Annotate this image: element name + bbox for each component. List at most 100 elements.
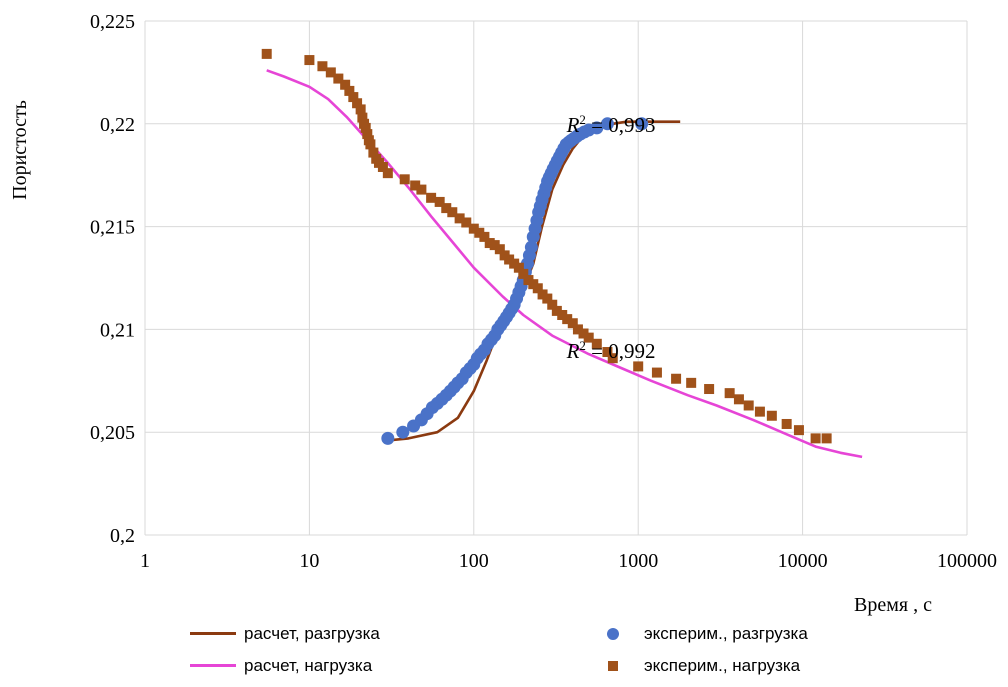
r-squared-annotation: R2 = 0,992 <box>566 338 656 363</box>
data-point-square <box>607 353 618 364</box>
data-point-square <box>551 305 562 316</box>
data-point-circle <box>524 240 538 254</box>
series-line-1 <box>266 69 863 459</box>
data-point-square <box>793 425 804 436</box>
data-point-square <box>344 85 355 96</box>
data-point-square <box>261 48 272 59</box>
data-point-square <box>651 367 662 378</box>
data-point-square <box>518 268 529 279</box>
legend-square-swatch <box>590 654 636 678</box>
legend-circle-swatch <box>590 622 636 646</box>
data-point-square <box>572 324 583 335</box>
data-point-square <box>602 347 613 358</box>
legend-item-exp-loading: эксперим., нагрузка <box>590 654 800 678</box>
data-point-square <box>479 231 490 242</box>
data-point-square <box>686 377 697 388</box>
x-axis-label: Время , с <box>854 594 932 616</box>
data-point-circle <box>396 425 410 439</box>
data-point-square <box>504 254 515 265</box>
data-point-square <box>562 314 573 325</box>
legend-label: расчет, разгрузка <box>244 624 380 643</box>
y-tick-label: 0,215 <box>90 217 135 239</box>
y-tick-label: 0,225 <box>90 11 135 33</box>
data-point-square <box>567 318 578 329</box>
legend-line-swatch <box>190 654 236 678</box>
data-point-square <box>348 92 359 103</box>
legend-label: расчет, нагрузка <box>244 656 373 675</box>
axes: 0,2 0,205 0,21 0,215 0,22 0,225 1 10 100 1000 1000… <box>90 11 997 572</box>
x-tick-label: 100 <box>459 550 489 572</box>
r-squared-annotation: R2 = 0,993 <box>566 112 656 137</box>
data-point-square <box>333 73 344 84</box>
data-point-square <box>399 174 410 185</box>
y-tick-label: 0,2 <box>110 525 135 547</box>
data-point-square <box>468 223 479 234</box>
data-point-square <box>724 388 735 399</box>
legend-line-swatch <box>190 622 236 646</box>
data-point-square <box>410 180 421 191</box>
legend-label: эксперим., нагрузка <box>644 656 801 675</box>
data-point-square <box>547 299 558 310</box>
x-tick-label: 1000 <box>618 550 658 572</box>
legend-label: эксперим., разгрузка <box>644 624 808 643</box>
data-point-square <box>416 184 427 195</box>
data-point-circle <box>635 117 649 131</box>
data-point-square <box>766 410 777 421</box>
line-swatch-calc-loading <box>190 664 236 667</box>
data-point-square <box>591 338 602 349</box>
data-point-square <box>365 139 376 150</box>
y-tick-label: 0,205 <box>90 422 135 444</box>
x-tick-label: 10 <box>299 550 319 572</box>
x-tick-label: 10000 <box>778 550 828 572</box>
data-point-square <box>362 129 373 140</box>
data-point-square <box>382 168 393 179</box>
legend: расчет, разгрузка эксперим., разгрузка р… <box>0 618 1008 682</box>
data-point-square <box>810 433 821 444</box>
data-point-square <box>447 207 458 218</box>
circle-swatch-exp-unloading <box>607 628 619 640</box>
data-point-square <box>494 244 505 255</box>
data-point-square <box>454 213 465 224</box>
plot-area <box>261 48 863 459</box>
data-point-square <box>733 394 744 405</box>
data-point-square <box>461 217 472 228</box>
data-point-square <box>743 400 754 411</box>
data-point-square <box>671 373 682 384</box>
data-point-square <box>583 332 594 343</box>
data-point-square <box>704 384 715 395</box>
y-tick-label: 0,21 <box>100 319 135 341</box>
legend-item-calc-unloading: расчет, разгрузка <box>190 622 380 646</box>
data-point-square <box>377 161 388 172</box>
data-point-square <box>360 122 371 133</box>
data-point-square <box>355 104 366 115</box>
grid <box>144 20 968 536</box>
data-point-square <box>357 112 368 123</box>
y-tick-label: 0,22 <box>100 114 135 136</box>
data-point-square <box>325 67 336 78</box>
x-tick-label: 1 <box>140 550 150 572</box>
data-point-square <box>821 433 832 444</box>
data-point-square <box>781 418 792 429</box>
data-point-square <box>340 79 351 90</box>
y-axis-label: Пористость <box>9 100 31 200</box>
data-point-square <box>304 55 315 66</box>
data-point-square <box>578 328 589 339</box>
annotations: R2 = 0,993 R2 = 0,992 <box>566 112 656 363</box>
square-swatch-exp-loading <box>608 661 618 671</box>
data-point-square <box>352 98 363 109</box>
data-point-square <box>633 361 644 372</box>
legend-item-exp-unloading: эксперим., разгрузка <box>590 622 808 646</box>
line-swatch-calc-unloading <box>190 632 236 635</box>
series-line-0 <box>387 120 681 442</box>
data-point-square <box>489 240 500 251</box>
data-point-circle <box>590 121 604 135</box>
data-point-square <box>317 61 328 72</box>
data-point-square <box>542 293 553 304</box>
data-point-square <box>441 203 452 214</box>
data-point-square <box>754 406 765 417</box>
data-point-square <box>426 192 437 203</box>
data-point-square <box>513 262 524 273</box>
data-point-circle <box>381 431 395 445</box>
